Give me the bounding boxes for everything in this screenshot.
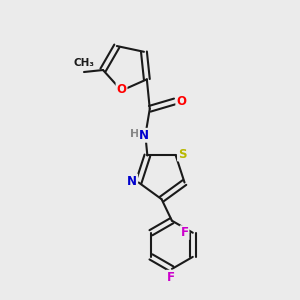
Text: O: O <box>116 82 127 96</box>
Text: CH₃: CH₃ <box>74 58 94 68</box>
Text: H: H <box>130 129 139 139</box>
Text: S: S <box>178 148 187 160</box>
Text: N: N <box>139 129 149 142</box>
Text: F: F <box>167 271 174 284</box>
Text: F: F <box>181 226 188 239</box>
Text: N: N <box>127 175 137 188</box>
Text: O: O <box>176 95 186 108</box>
